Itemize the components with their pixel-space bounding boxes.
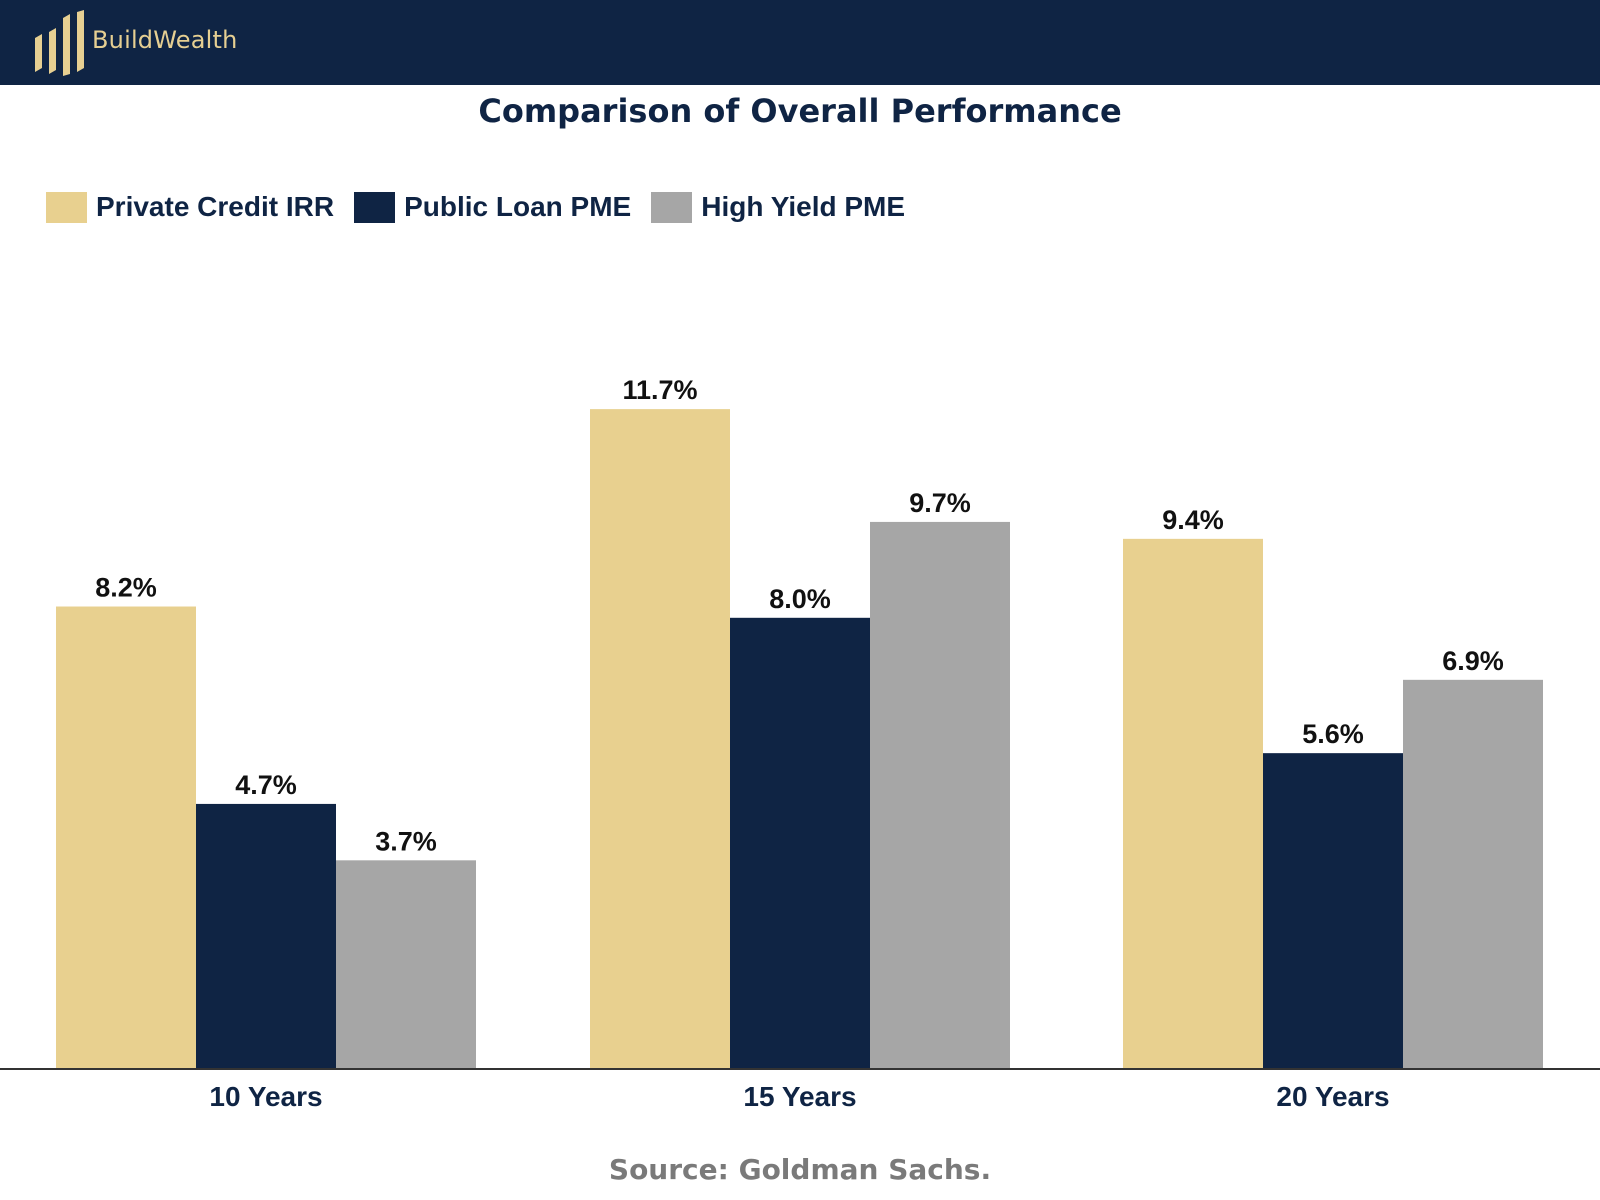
data-label: 9.4% [1162, 505, 1224, 535]
data-label: 8.2% [95, 573, 157, 603]
source-note: Source: Goldman Sachs. [608, 1153, 992, 1186]
data-label: 6.9% [1442, 646, 1504, 676]
bar-20-years-public-loan-pme [1263, 753, 1403, 1069]
bar-10-years-public-loan-pme [196, 803, 336, 1069]
brand-name: BuildWealth [92, 26, 238, 54]
x-tick-label: 10 Years [209, 1081, 322, 1112]
data-label: 3.7% [375, 826, 437, 856]
legend-swatch [651, 191, 693, 223]
legend-item-private-credit-irr: Private Credit IRR [46, 191, 334, 223]
chart-title: Comparison of Overall Performance [478, 92, 1122, 130]
bar-15-years-high-yield-pme [870, 521, 1010, 1069]
bar-15-years-private-credit-irr [590, 409, 730, 1069]
legend-swatch [46, 191, 87, 223]
chart-legend: Private Credit IRR Public Loan PME High … [46, 190, 925, 224]
bar-10-years-high-yield-pme [336, 860, 476, 1069]
bar-15-years-public-loan-pme [730, 617, 870, 1069]
data-label: 8.0% [769, 584, 831, 614]
legend-label: Private Credit IRR [96, 191, 335, 222]
legend-item-high-yield-pme: High Yield PME [651, 191, 905, 223]
buildwealth-bars-logo-icon [35, 10, 84, 76]
data-label: 5.6% [1302, 719, 1364, 749]
data-label: 9.7% [909, 488, 971, 518]
header-bar: BuildWealth [0, 0, 1600, 85]
legend-label: High Yield PME [701, 191, 906, 222]
legend-swatch [354, 191, 396, 223]
x-tick-label: 20 Years [1276, 1081, 1389, 1112]
bar-10-years-private-credit-irr [56, 606, 196, 1069]
bar-20-years-private-credit-irr [1123, 538, 1263, 1069]
data-label: 11.7% [622, 375, 697, 405]
legend-label: Public Loan PME [404, 191, 632, 222]
x-tick-label: 15 Years [743, 1081, 856, 1112]
data-label: 4.7% [235, 770, 297, 800]
bar-20-years-high-yield-pme [1403, 679, 1543, 1069]
legend-item-public-loan-pme: Public Loan PME [354, 191, 631, 223]
